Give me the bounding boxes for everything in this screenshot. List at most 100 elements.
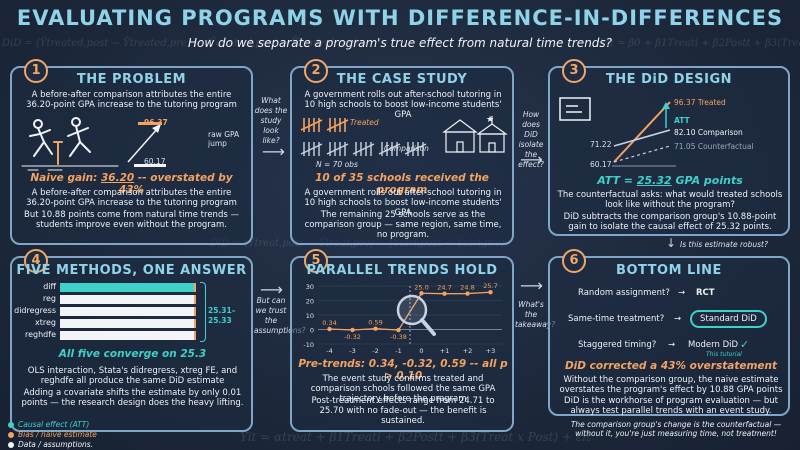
naive-gain-highlight: Naive gain: 36.20 -- overstated by 43%	[30, 172, 233, 196]
sample-size-label: N = 70 obs	[316, 160, 358, 169]
legend-item: Bias / naive estimate	[8, 430, 97, 439]
comparison-label: Comparison	[384, 144, 429, 153]
data-point	[350, 327, 355, 333]
y-tick-label: 20	[306, 298, 314, 306]
comparison-start-value: 71.22	[590, 140, 612, 149]
x-tick-label: 0	[419, 347, 423, 355]
panel-title: THE CASE STUDY	[336, 72, 468, 87]
tally-illustration: ★	[300, 115, 508, 156]
y-tick-label: 10	[306, 312, 314, 320]
case-highlight: 10 of 35 schools received the program	[315, 172, 489, 196]
series-line	[329, 291, 491, 331]
panel-intro: A before-after comparison attributes the…	[26, 90, 237, 110]
answer-rct: RCT	[696, 288, 715, 298]
connector-question-4-5: But can we trust the assumptions?	[254, 296, 306, 335]
method-bar	[60, 307, 196, 316]
question-same-time: Same-time treatment?	[568, 314, 665, 324]
panel-parallel-trends: 5 PARALLEL TRENDS HOLD -10 0 10 20 30 0.34 -4-…	[290, 249, 514, 432]
bg-equation-bottom: Yit = αtreat + β1Treati + β2Postt + β3(T…	[240, 430, 591, 444]
panel-title: FIVE METHODS, ONE ANSWER	[16, 263, 247, 278]
panel-body-2: DiD subtracts the comparison group's 10.…	[563, 212, 777, 232]
connector-question-5-6: What's the takeaway?	[515, 300, 556, 329]
range-brace	[200, 282, 206, 342]
runners-illustration	[21, 117, 166, 171]
x-tick-label: +3	[486, 347, 496, 355]
panel-body-2: DiD is the workhorse of program evaluati…	[564, 396, 778, 416]
legend-label: Data / assumptions.	[18, 440, 94, 449]
panel-number: 5	[304, 249, 328, 273]
legend-label: Bias / naive estimate	[18, 430, 97, 439]
panel-title: BOTTOM LINE	[616, 263, 722, 278]
data-point	[442, 291, 447, 296]
panel-did-design: 3 THE DiD DESIGN 96.37 Treated 82.10 Com…	[548, 59, 790, 236]
y-tick-label: -10	[303, 341, 314, 349]
question-staggered: Staggered timing?	[578, 340, 657, 350]
event-study-chart: -10 0 10 20 30 0.34 -4 -0.32 -3 0.59 -2 -0.38 -1 25.0…	[303, 282, 502, 355]
data-point	[396, 327, 401, 333]
magnifier-handle-icon	[420, 318, 436, 336]
jump-label: raw GPA jump	[208, 130, 240, 148]
connector-question-3-6: Is this estimate robust?	[680, 240, 768, 249]
legend-label: Causal effect (ATT)	[18, 420, 90, 429]
page-subtitle: How do we separate a program's true effe…	[187, 36, 613, 50]
panel-body-2: Adding a covariate shifts the estimate b…	[21, 388, 244, 408]
x-tick-label: -4	[326, 347, 332, 355]
data-label: 0.59	[368, 319, 382, 327]
bg-equation-top-right: Yit = β0 + β1Treati + β2Postt + β3(Treat…	[600, 38, 800, 49]
data-point	[465, 291, 470, 296]
methods-highlight: All five converge on 25.3	[58, 348, 207, 360]
treated-label: Treated	[350, 118, 379, 127]
panel-title: PARALLEL TRENDS HOLD	[306, 263, 498, 278]
arrow-icon: →	[668, 340, 676, 350]
panel-case-study: 2 THE CASE STUDY A government rolls out …	[290, 59, 514, 245]
arrow-icon: →	[674, 314, 682, 324]
data-label: 25.0	[414, 283, 428, 291]
connector-arrow-2-3: ⟶	[520, 150, 543, 169]
panel-number: 3	[562, 59, 586, 83]
data-label: 25.7	[483, 282, 497, 290]
method-bar	[60, 319, 196, 328]
method-label: didregress	[14, 306, 56, 315]
x-tick-label: -2	[372, 347, 378, 355]
connector-question-2-3: How does DiD isolate the effect?	[518, 110, 544, 169]
did-diagram	[559, 97, 676, 167]
panel-number: 6	[562, 249, 586, 273]
connector-arrow-4-5: ⟶	[260, 280, 283, 299]
footer-note: The comparison group's change is the cou…	[570, 420, 782, 438]
data-label: 24.8	[460, 284, 474, 292]
answer-modern-did: Modern DiD	[688, 340, 739, 350]
data-label: -0.32	[344, 333, 361, 341]
data-label: 0.34	[322, 319, 336, 327]
naive-low-value: 60.17	[144, 157, 166, 166]
panel-title: THE DiD DESIGN	[605, 72, 733, 87]
panel-body-1: Without the comparison group, the naive …	[559, 375, 783, 395]
magnifier-icon	[396, 294, 428, 326]
arrow-icon: →	[678, 288, 686, 298]
legend-dot-icon	[8, 422, 14, 428]
panel-body-2: The remaining 25 schools serve as the co…	[304, 210, 502, 240]
panel-body-2: But 10.88 points come from natural time …	[24, 210, 239, 230]
panel-number: 4	[24, 249, 48, 273]
att-highlight: ATT = 25.32 GPA points	[597, 174, 743, 187]
connector-arrow-5-6: ⟶	[520, 276, 543, 295]
connector-question-1-2: What does the study look like?	[254, 96, 288, 145]
panel-intro: A government rolls out after-school tuto…	[304, 90, 502, 120]
treated-start-value: 60.17	[590, 160, 612, 169]
tutorial-note: This tutorial	[706, 351, 742, 358]
legend-item: Causal effect (ATT)	[8, 420, 89, 429]
data-point	[327, 326, 332, 332]
bg-equation-top-left: DiD = (Ȳtreated,post − Ȳtreated,pre) − (…	[2, 38, 359, 49]
panel-body-1: The event study confirms treated and com…	[310, 374, 496, 404]
comparison-line-label: 82.10 Comparison	[674, 128, 743, 137]
method-bars: diff reg didregress xtreg reghdfe	[12, 282, 255, 346]
range-label: 25.31–25.33	[208, 306, 236, 325]
method-label: xtreg	[35, 318, 56, 327]
data-point	[373, 326, 378, 331]
treated-line-label: 96.37 Treated	[674, 98, 726, 107]
svg-text:★: ★	[486, 115, 494, 125]
panel-number: 2	[304, 59, 328, 83]
data-point	[488, 290, 493, 295]
x-tick-label: +2	[463, 347, 473, 355]
connector-arrow-3-6: ↓	[666, 236, 677, 250]
